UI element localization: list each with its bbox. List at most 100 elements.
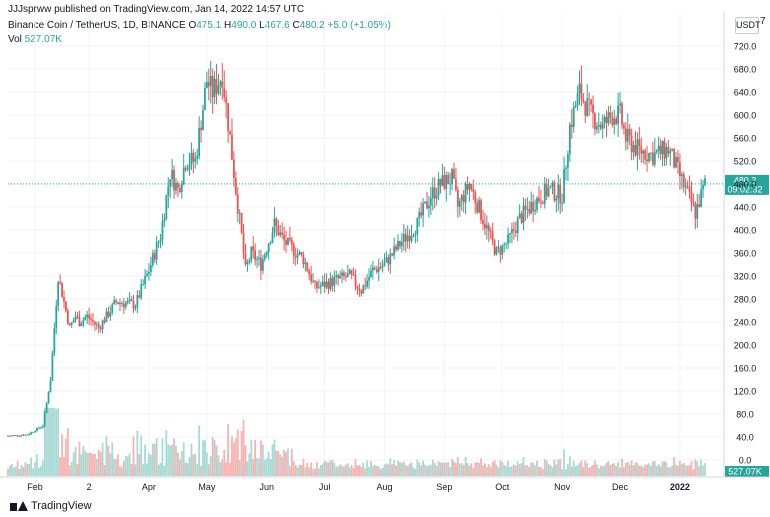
volume-bar bbox=[597, 468, 600, 476]
volume-bar bbox=[476, 462, 479, 476]
candle-up bbox=[30, 432, 33, 435]
volume-bar bbox=[47, 408, 50, 476]
candle-down bbox=[651, 152, 654, 165]
volume-bar bbox=[53, 408, 56, 476]
candle-up bbox=[146, 273, 148, 277]
candle-down bbox=[314, 280, 316, 282]
candle-down bbox=[387, 257, 390, 265]
candle-up bbox=[555, 198, 558, 201]
time-tick-label: Feb bbox=[27, 482, 43, 492]
price-tick-label: 280.0 bbox=[734, 295, 757, 305]
volume-bar bbox=[49, 408, 52, 476]
candle-up bbox=[549, 186, 552, 188]
volume-bar bbox=[39, 466, 42, 476]
candle-up bbox=[657, 145, 660, 151]
candle-down bbox=[178, 187, 181, 193]
candle-up bbox=[518, 213, 521, 219]
candle-up bbox=[526, 208, 529, 210]
volume-bar bbox=[397, 460, 399, 476]
volume-bar bbox=[9, 465, 11, 476]
candle-up bbox=[362, 285, 365, 294]
candle-down bbox=[292, 244, 295, 257]
candle-down bbox=[373, 267, 376, 270]
candle-down bbox=[59, 282, 62, 283]
candle-down bbox=[88, 314, 90, 319]
candle-down bbox=[65, 301, 67, 311]
candle-down bbox=[99, 327, 102, 330]
candle-up bbox=[568, 124, 571, 155]
candle-down bbox=[68, 323, 71, 326]
volume-bar bbox=[661, 461, 664, 476]
candle-up bbox=[422, 203, 425, 216]
volume-bar bbox=[217, 455, 220, 476]
candle-down bbox=[153, 253, 156, 260]
last-price-badge bbox=[725, 174, 769, 195]
volume-bar bbox=[387, 464, 390, 476]
volume-bar bbox=[648, 463, 650, 476]
volume-bar bbox=[109, 453, 112, 476]
candle-down bbox=[130, 299, 133, 301]
candle-down bbox=[290, 239, 293, 245]
volume-bar bbox=[576, 465, 579, 476]
volume-bar bbox=[391, 464, 394, 476]
time-axis: Feb 2 Apr May Jun Jul Aug Sep Oct Nov Dec 2022 bbox=[27, 482, 690, 492]
volume-badge bbox=[725, 466, 769, 477]
candle-up bbox=[250, 246, 253, 261]
volume-bar bbox=[186, 463, 189, 476]
volume-bar bbox=[530, 462, 533, 476]
volume-bar bbox=[671, 465, 674, 476]
candle-down bbox=[588, 98, 591, 100]
tradingview-brand[interactable]: TradingView bbox=[10, 500, 92, 512]
volume-bar bbox=[177, 452, 179, 476]
candle-down bbox=[61, 282, 63, 298]
volume-bar bbox=[393, 460, 396, 476]
currency-button[interactable]: USDT bbox=[735, 17, 761, 34]
candle-down bbox=[364, 285, 367, 287]
legend-close-label: C bbox=[292, 20, 300, 31]
candle-up bbox=[648, 152, 650, 162]
candle-up bbox=[414, 234, 417, 236]
volume-bar bbox=[223, 449, 226, 476]
volume-bar bbox=[595, 464, 598, 476]
volume-bar bbox=[603, 465, 606, 476]
candle-up bbox=[161, 221, 164, 240]
candle-down bbox=[184, 167, 187, 170]
candle-down bbox=[300, 251, 303, 255]
candle-up bbox=[460, 195, 463, 201]
candle-up bbox=[445, 174, 448, 189]
volume-bar bbox=[265, 458, 268, 476]
candle-down bbox=[283, 234, 285, 241]
volume-bar bbox=[613, 463, 616, 476]
volume-bar bbox=[451, 458, 453, 476]
volume-bar bbox=[497, 467, 500, 476]
candle-up bbox=[424, 201, 426, 204]
overlay: 480.209:02:32 527.07K bbox=[8, 174, 769, 477]
volume-bar bbox=[636, 462, 639, 476]
candle-up bbox=[194, 158, 197, 162]
volume-bar bbox=[346, 463, 349, 476]
volume-bar bbox=[281, 456, 284, 476]
candle-up bbox=[429, 198, 432, 206]
volume-bar bbox=[101, 442, 104, 476]
volume-bar bbox=[72, 452, 75, 476]
candle-up bbox=[516, 218, 519, 233]
volume-bar bbox=[377, 466, 380, 476]
price-tick-label: 520.0 bbox=[734, 157, 757, 167]
volume-bar bbox=[395, 465, 397, 476]
volume-bar bbox=[410, 462, 413, 476]
candle-down bbox=[375, 269, 378, 273]
candle-down bbox=[447, 174, 450, 185]
volume-bar bbox=[97, 449, 100, 476]
candle-up bbox=[171, 169, 174, 180]
candle-down bbox=[16, 435, 19, 436]
legend-low-label: L bbox=[259, 20, 265, 31]
candle-down bbox=[559, 184, 562, 204]
volume-bar bbox=[254, 440, 257, 476]
candle-down bbox=[358, 288, 361, 292]
candle-down bbox=[682, 174, 685, 188]
candle-up bbox=[202, 109, 204, 131]
candle-up bbox=[636, 139, 639, 156]
price-tick-label: 240.0 bbox=[734, 318, 757, 328]
volume-bar bbox=[92, 454, 94, 476]
